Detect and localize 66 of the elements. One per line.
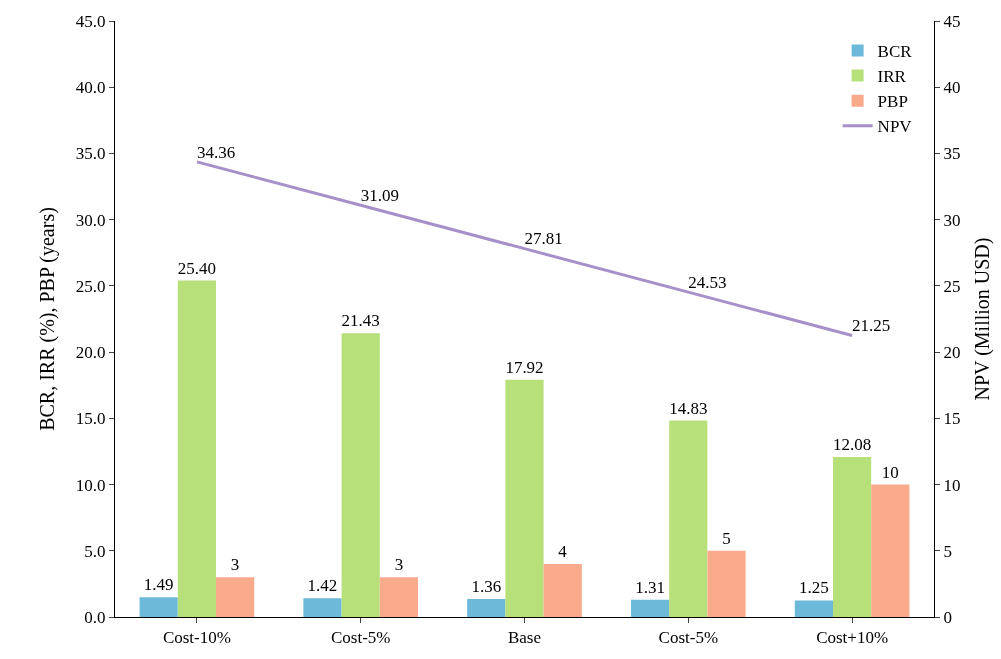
y-tick-label: 30.0: [75, 210, 106, 230]
data-label: 3: [394, 555, 404, 575]
y2-tick-label: 25: [943, 276, 961, 296]
data-label: 27.81: [524, 229, 563, 249]
y-tick-label: 45.0: [75, 11, 106, 31]
y-tick-label: 10.0: [75, 475, 106, 495]
legend-label: NPV: [877, 117, 913, 137]
x-tick-label: Cost+10%: [816, 628, 889, 648]
data-label: 1.25: [799, 578, 829, 598]
bar: [139, 597, 178, 617]
x-tick-label: Cost-10%: [162, 628, 231, 648]
legend-label: PBP: [877, 92, 908, 112]
data-label: 4: [558, 542, 568, 562]
data-label: 5: [722, 528, 731, 548]
data-label: 21.43: [341, 311, 380, 331]
bar: [303, 598, 342, 617]
data-label: 12.08: [833, 435, 872, 455]
y2-tick-label: 45: [943, 11, 961, 31]
bar: [467, 598, 506, 617]
data-label: 25.40: [177, 258, 216, 278]
bar: [832, 457, 872, 617]
data-label: 1.49: [143, 575, 174, 595]
bar: [707, 550, 746, 617]
y-tick-label: 5.0: [84, 541, 106, 561]
y-axis-title: BCR, IRR (%), PBP (years): [36, 207, 60, 431]
y2-tick-label: 15: [943, 409, 961, 429]
bar: [341, 333, 380, 617]
bar: [216, 577, 255, 617]
y2-axis-title: NPV (Million USD): [970, 237, 994, 401]
data-label: 24.53: [688, 272, 727, 292]
data-label: 3: [230, 555, 240, 575]
data-label: 21.25: [852, 316, 891, 336]
bar: [177, 280, 217, 617]
bar: [871, 484, 910, 617]
x-tick-label: Base: [507, 628, 542, 648]
bar: [543, 564, 582, 617]
y-tick-label: 0.0: [84, 607, 106, 627]
legend-label: BCR: [877, 42, 913, 62]
y2-tick-label: 5: [943, 541, 952, 561]
y2-tick-label: 35: [943, 144, 961, 164]
data-label: 1.31: [635, 577, 665, 597]
y-tick-label: 20.0: [75, 343, 106, 363]
bar: [630, 599, 670, 617]
y-tick-label: 40.0: [75, 78, 106, 98]
x-tick-label: Cost-5%: [658, 628, 719, 648]
data-label: 31.09: [360, 185, 399, 205]
y2-tick-label: 10: [943, 475, 961, 495]
bar: [669, 420, 708, 617]
y-tick-label: 35.0: [75, 144, 106, 164]
legend-label: IRR: [877, 67, 907, 87]
y2-tick-label: 0: [943, 607, 952, 627]
y-tick-label: 25.0: [75, 276, 106, 296]
data-label: 14.83: [669, 398, 708, 418]
bar: [505, 379, 544, 617]
y-tick-label: 15.0: [75, 409, 106, 429]
bar: [379, 577, 419, 617]
data-label: 17.92: [505, 357, 544, 377]
y2-tick-label: 30: [943, 210, 961, 230]
data-label: 1.36: [471, 576, 502, 596]
y2-tick-label: 40: [943, 78, 961, 98]
bar: [794, 600, 833, 617]
data-label: 34.36: [196, 142, 236, 162]
x-tick-label: Cost-5%: [330, 628, 391, 648]
data-label: 1.42: [307, 576, 338, 596]
data-label: 10: [881, 462, 899, 482]
y2-tick-label: 20: [943, 343, 961, 363]
